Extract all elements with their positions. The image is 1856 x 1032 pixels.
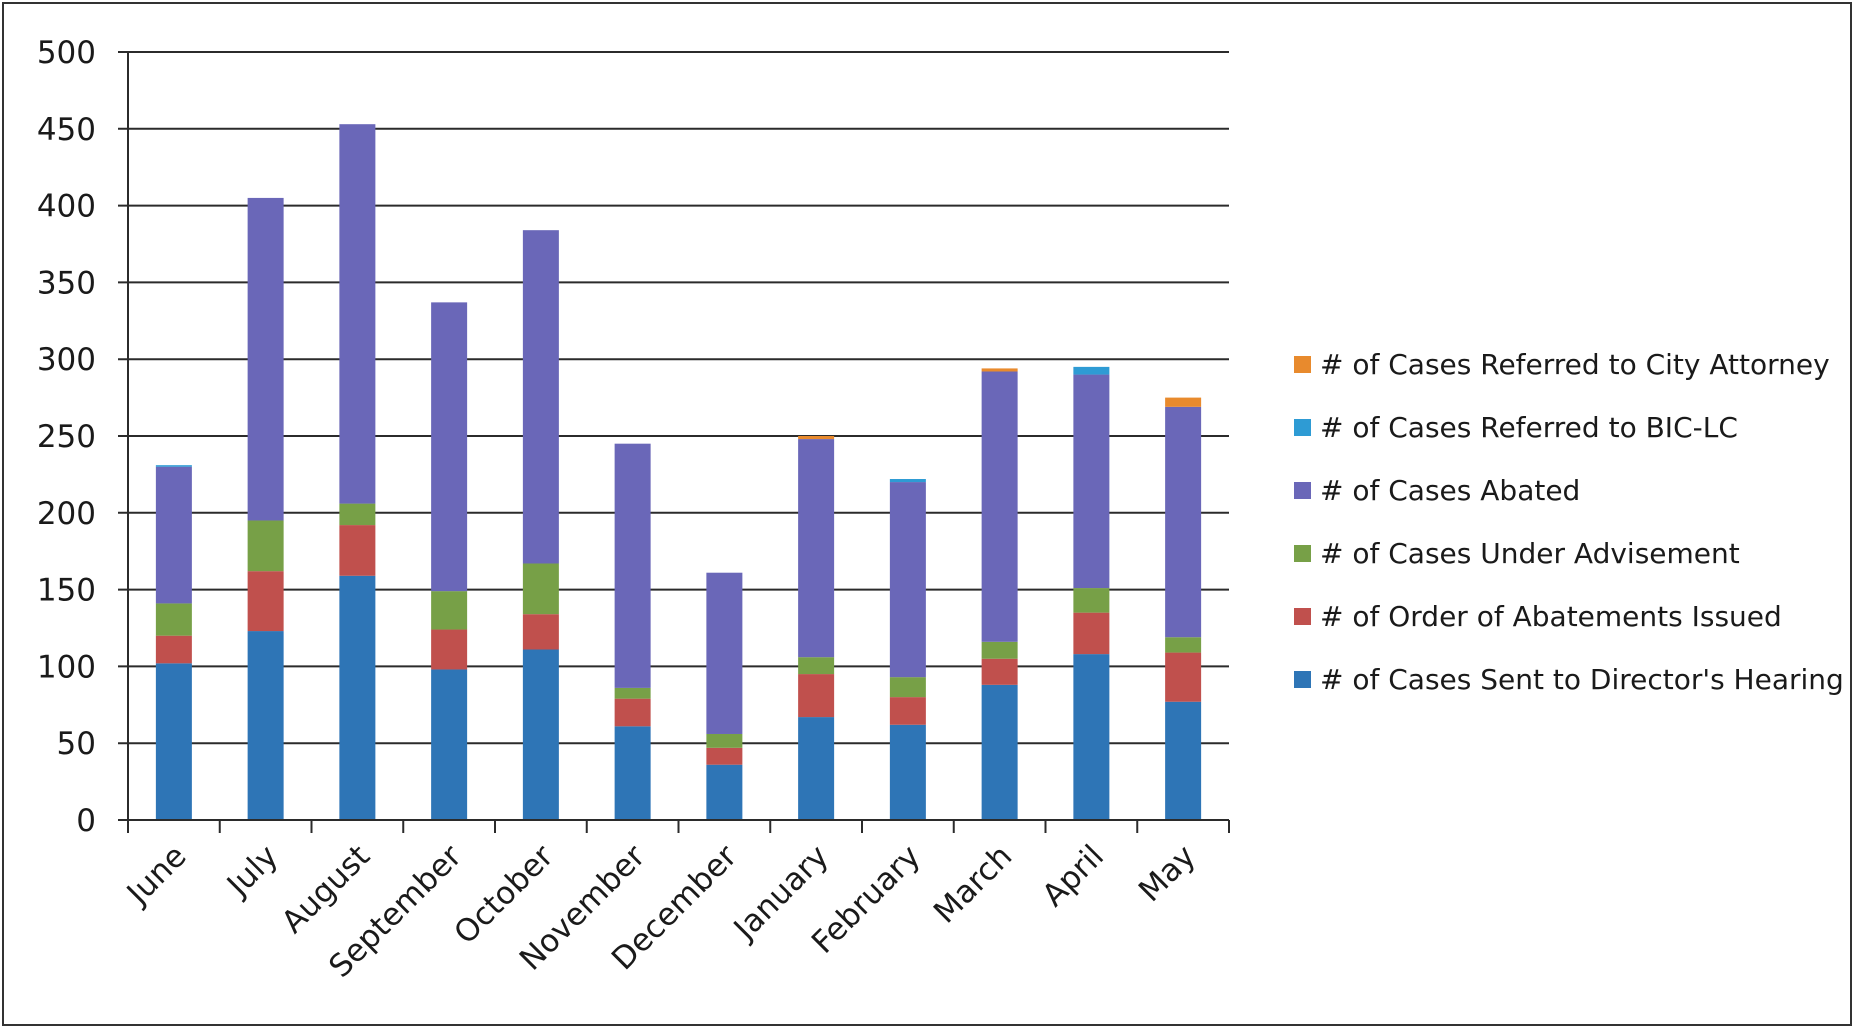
bar-segment xyxy=(431,302,468,592)
bar-segment xyxy=(522,230,559,564)
bar-segment xyxy=(981,371,1018,642)
bar-segment xyxy=(981,658,1018,685)
legend-item: # of Cases Sent to Director's Hearing xyxy=(1294,663,1844,696)
bar-segment xyxy=(155,663,192,820)
bar-segment xyxy=(706,733,743,748)
bar-segment xyxy=(1073,588,1110,613)
y-tick-label: 500 xyxy=(37,35,96,71)
bar-segment xyxy=(614,698,651,727)
y-tick-label: 350 xyxy=(37,265,96,301)
legend-label: # of Cases Referred to City Attorney xyxy=(1320,348,1830,381)
legend-item: # of Order of Abatements Issued xyxy=(1294,600,1782,633)
bar-segment xyxy=(1165,652,1202,702)
bar-segment xyxy=(522,649,559,820)
legend: # of Cases Referred to City Attorney # of… xyxy=(1294,348,1844,696)
bar-segment xyxy=(339,124,376,504)
bar-segment xyxy=(614,687,651,699)
legend-swatch xyxy=(1294,419,1311,436)
bar-segment xyxy=(614,443,651,688)
legend-swatch xyxy=(1294,608,1311,625)
bar-segment xyxy=(155,635,192,664)
legend-swatch xyxy=(1294,545,1311,562)
bar-segment xyxy=(798,674,835,718)
legend-label: # of Order of Abatements Issued xyxy=(1320,600,1782,633)
bar-segment xyxy=(1165,637,1202,653)
y-tick-label: 300 xyxy=(37,342,96,378)
bar-segment xyxy=(339,525,376,576)
bar-segment xyxy=(889,482,926,678)
bar-segment xyxy=(1165,406,1202,638)
bar-segment xyxy=(706,572,743,734)
legend-label: # of Cases Referred to BIC-LC xyxy=(1320,411,1738,444)
bar-segment xyxy=(614,726,651,820)
bar-segment xyxy=(889,724,926,820)
bar-segment xyxy=(247,571,284,632)
x-tick-label: July xyxy=(219,838,285,904)
legend-swatch xyxy=(1294,356,1311,373)
bar-segment xyxy=(981,641,1018,659)
bar-segment xyxy=(1073,374,1110,589)
y-tick-label: 150 xyxy=(37,573,96,609)
legend-label: # of Cases Sent to Director's Hearing xyxy=(1320,663,1844,696)
legend-item: # of Cases Abated xyxy=(1294,474,1580,507)
bar-segment xyxy=(431,591,468,630)
bar-segment xyxy=(798,436,835,440)
y-tick-label: 100 xyxy=(37,649,96,685)
bar-segment xyxy=(247,520,284,572)
x-tick-label: June xyxy=(119,838,194,913)
legend-item: # of Cases Referred to BIC-LC xyxy=(1294,411,1738,444)
bar-segment xyxy=(247,631,284,820)
bar-segment xyxy=(981,368,1018,372)
y-tick-label: 450 xyxy=(37,112,96,148)
bar-segment xyxy=(1165,397,1202,407)
bar-segment xyxy=(706,747,743,765)
x-tick-label: May xyxy=(1132,838,1203,909)
bar-segment xyxy=(798,439,835,658)
legend-label: # of Cases Abated xyxy=(1320,474,1580,507)
x-tick-label: March xyxy=(927,838,1019,930)
bar-segment xyxy=(1165,701,1202,820)
y-tick-label: 50 xyxy=(57,726,96,762)
bar-segment xyxy=(706,764,743,820)
bar-segment xyxy=(155,603,192,636)
bar-segment xyxy=(247,197,284,521)
bars xyxy=(155,124,1202,820)
legend-item: # of Cases Referred to City Attorney xyxy=(1294,348,1830,381)
bar-segment xyxy=(339,575,376,820)
bar-segment xyxy=(798,717,835,820)
bar-segment xyxy=(1073,612,1110,655)
bar-segment xyxy=(889,479,926,483)
y-tick-label: 250 xyxy=(37,419,96,455)
y-tick-label: 400 xyxy=(37,189,96,225)
bar-segment xyxy=(522,563,559,615)
bar-segment xyxy=(981,684,1018,820)
bar-segment xyxy=(798,657,835,675)
bar-segment xyxy=(522,614,559,650)
legend-swatch xyxy=(1294,671,1311,688)
bar-segment xyxy=(339,503,376,526)
bar-segment xyxy=(1073,654,1110,820)
bar-segment xyxy=(431,669,468,820)
gridlines xyxy=(118,51,1229,821)
bar-segment xyxy=(431,629,468,670)
legend-label: # of Cases Under Advisement xyxy=(1320,537,1740,570)
y-tick-label: 0 xyxy=(76,803,96,839)
bar-segment xyxy=(889,697,926,725)
bar-segment xyxy=(155,465,192,467)
bar-segment xyxy=(1073,366,1110,375)
bar-segment xyxy=(155,466,192,604)
legend-item: # of Cases Under Advisement xyxy=(1294,537,1740,570)
x-tick-label: April xyxy=(1035,838,1111,914)
bar-segment xyxy=(889,677,926,698)
y-tick-label: 200 xyxy=(37,496,96,532)
legend-swatch xyxy=(1294,482,1311,499)
